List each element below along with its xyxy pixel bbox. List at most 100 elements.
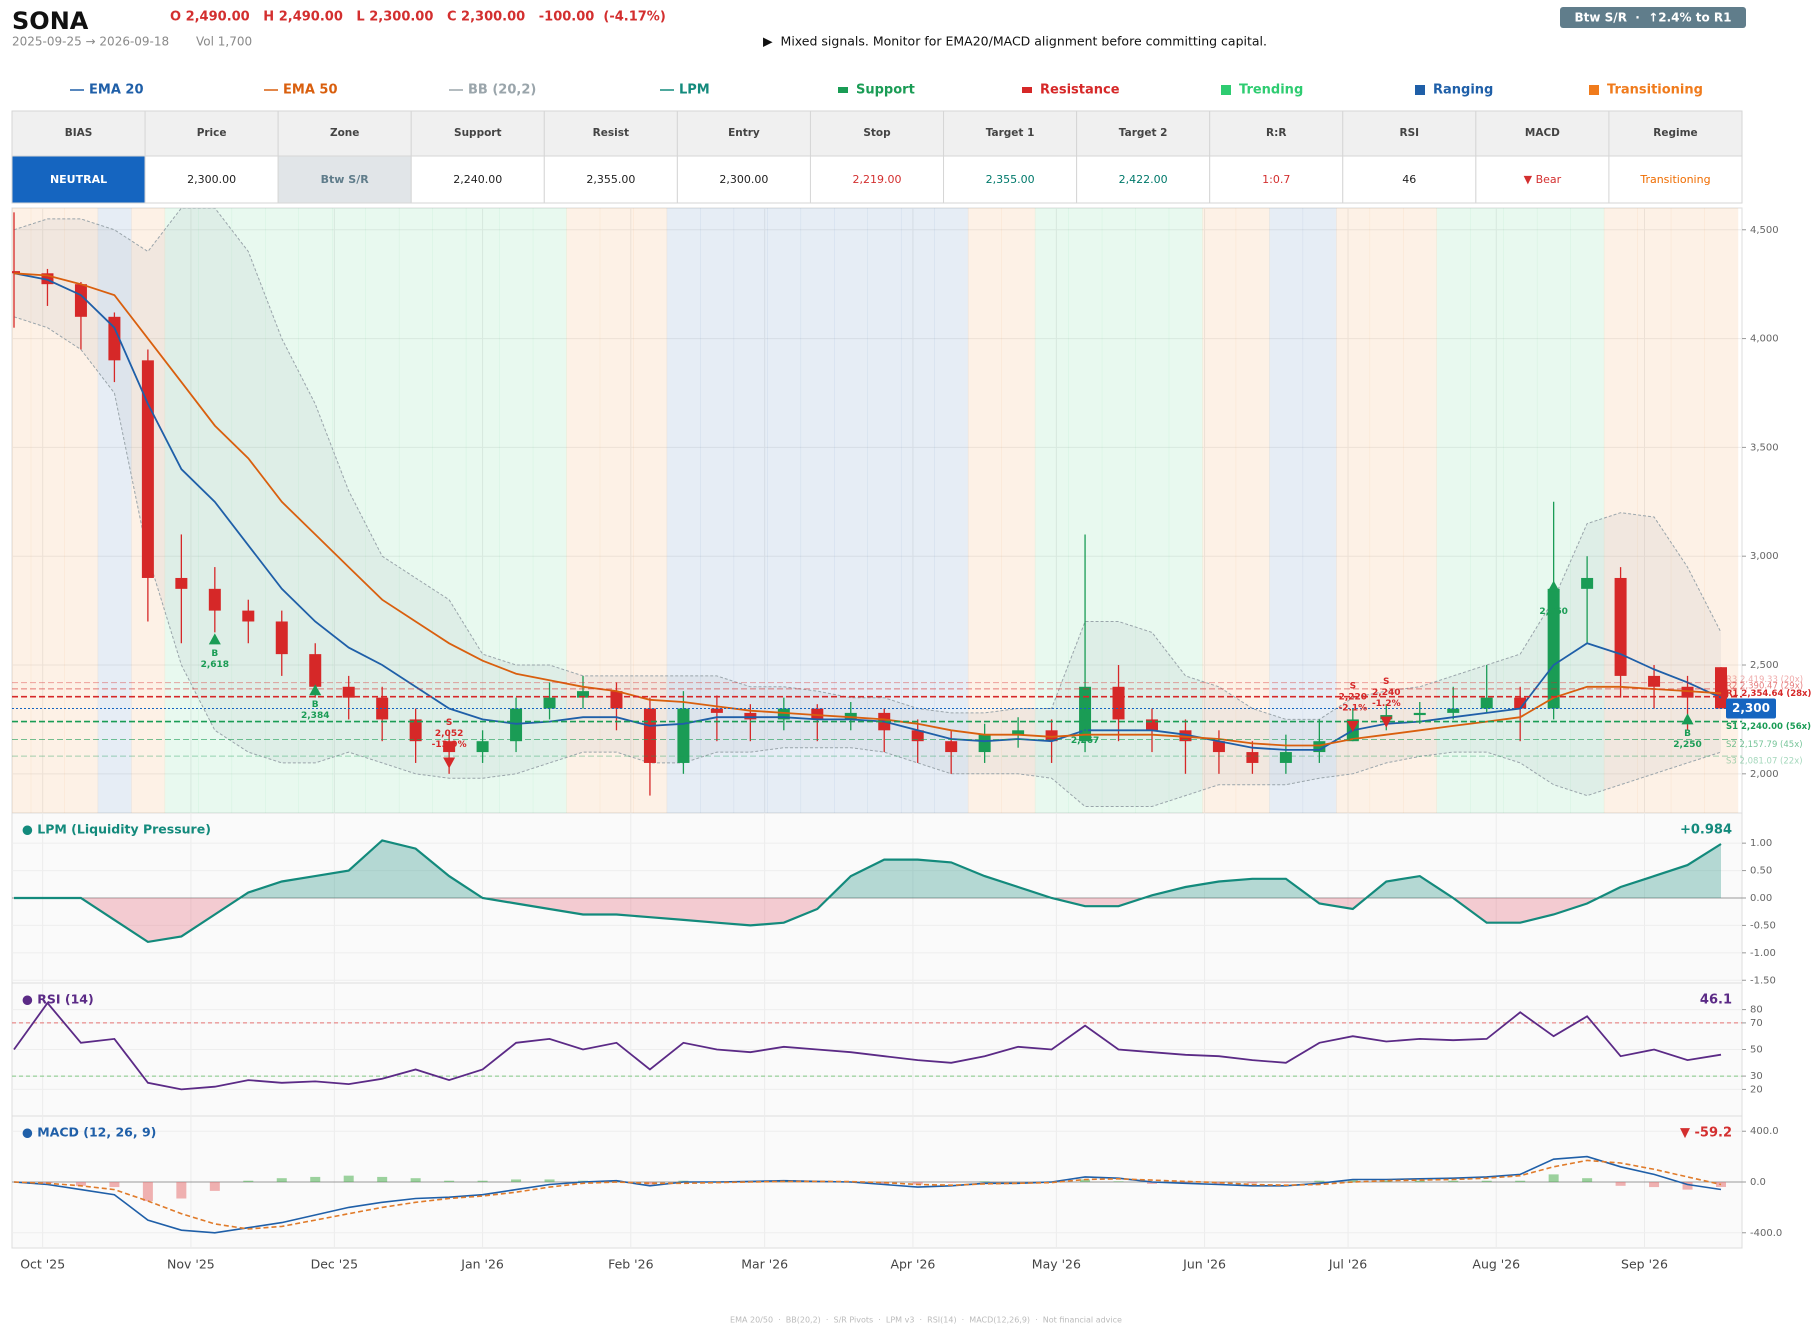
candle-body (443, 741, 456, 753)
signal-side: S (1350, 681, 1356, 691)
y-tick-label: -0.50 (1750, 920, 1776, 931)
legend-label: EMA 50 (283, 83, 338, 98)
regime-band (934, 208, 969, 813)
table-cell (543, 155, 678, 204)
candle-body (1413, 712, 1426, 716)
y-tick-label: 0.0 (1750, 1177, 1766, 1188)
macd-histogram-bar (1515, 1180, 1526, 1182)
macd-histogram-bar (343, 1175, 354, 1182)
table-header: Target 2 (1119, 127, 1168, 139)
signal-price: 2,384 (301, 711, 329, 721)
macd-histogram-bar (644, 1182, 655, 1185)
signal-change: -2.1% (1338, 703, 1367, 713)
y-tick-label: 4,500 (1750, 225, 1779, 236)
candle-body (643, 708, 656, 763)
table-cell (1342, 155, 1477, 204)
signal-marker (1346, 720, 1359, 732)
legend-label: Support (856, 83, 915, 98)
table-value: ▼ Bear (1524, 173, 1562, 186)
candle-body (1012, 730, 1025, 735)
signal-marker (1079, 709, 1092, 721)
x-tick-label: Sep '26 (1621, 1257, 1668, 1272)
signal-price: 2,267 (1071, 736, 1099, 746)
bb-lower (13, 316, 1722, 807)
macd-histogram-bar (1414, 1180, 1425, 1182)
candle-body (1514, 697, 1527, 709)
legend-swatch (1415, 85, 1425, 95)
macd-histogram-bar (1682, 1182, 1693, 1190)
x-tick-label: Jul '26 (1328, 1257, 1367, 1272)
signal-side: S (446, 718, 452, 728)
signal-side: B (1082, 725, 1089, 735)
y-tick-label: 0.00 (1750, 893, 1772, 904)
macd-histogram-bar (1582, 1178, 1593, 1182)
regime-band (12, 208, 32, 813)
table-value: Transitioning (1639, 173, 1710, 186)
regime-band (1001, 208, 1036, 813)
macd-histogram-bar (1381, 1180, 1392, 1182)
table-cell (1475, 155, 1610, 204)
table-header-cell (410, 110, 545, 157)
legend-label: Transitioning (1607, 83, 1703, 98)
y-tick-label: 80 (1750, 1005, 1763, 1016)
y-tick-label: 4,000 (1750, 334, 1779, 345)
table-header-cell (1608, 110, 1743, 157)
regime-band (1202, 208, 1237, 813)
macd-histogram-bar (1615, 1182, 1626, 1186)
table-header: RSI (1400, 127, 1420, 139)
candle-body (911, 730, 924, 742)
signal-marker (309, 684, 322, 696)
candle-body (141, 360, 154, 578)
panel-layer (13, 1001, 1722, 1091)
macd-histogram-bar (176, 1182, 187, 1199)
signal-change: -1.2% (1372, 699, 1401, 709)
panel-current: +0.984 (1680, 823, 1732, 838)
candle-body (342, 686, 355, 698)
legend-label: EMA 20 (89, 83, 144, 98)
table-value: 46 (1402, 173, 1416, 186)
table-value: 2,300.00 (719, 173, 768, 186)
table-header-cell (676, 110, 811, 157)
resistance-label: R2 2,390.47 (29x) (1726, 681, 1803, 691)
panel-title: ● RSI (14) (22, 992, 94, 1007)
table-cell (676, 155, 811, 204)
y-tick-label: 2,000 (1750, 769, 1779, 780)
lpm-area-negative (14, 898, 1721, 942)
candle-body (543, 697, 556, 709)
y-tick-label: 2,500 (1750, 660, 1779, 671)
macd-histogram-bar (1347, 1179, 1358, 1182)
support-label: S1 2,240.00 (56x) (1726, 722, 1811, 732)
macd-histogram-bar (1314, 1180, 1325, 1182)
candle-body (1480, 697, 1493, 709)
table-header: R:R (1266, 127, 1286, 139)
regime-band (566, 208, 601, 813)
x-tick-label: Jun '26 (1182, 1257, 1226, 1272)
table-cell (410, 155, 545, 204)
y-tick-label: 400.0 (1750, 1126, 1779, 1137)
table-cell (11, 155, 146, 204)
candle-body (309, 654, 322, 687)
table-header-cell (277, 110, 412, 157)
rsi-line (13, 1001, 1722, 1091)
table-value: NEUTRAL (50, 173, 107, 186)
zone-badge-bg (1560, 7, 1746, 28)
y-tick-label: 50 (1750, 1045, 1763, 1056)
volume: Vol 1,700 (196, 35, 252, 49)
table-value: 1:0.7 (1262, 173, 1290, 186)
table-value: 2,219.00 (853, 173, 902, 186)
y-tick-label: 3,500 (1750, 442, 1779, 453)
candle-body (242, 610, 255, 622)
candle-body (1648, 675, 1661, 687)
candle-body (1146, 719, 1158, 731)
regime-band (265, 208, 299, 813)
panel-current: ▼ -59.2 (1680, 1126, 1732, 1141)
table-header: Resist (593, 127, 629, 139)
regime-band (198, 208, 233, 813)
macd-histogram-bar (1649, 1182, 1660, 1188)
macd-histogram-bar (276, 1178, 287, 1182)
lpm-area-positive (14, 840, 1721, 898)
panel-title: ● MACD (12, 26, 9) (22, 1125, 156, 1140)
legend-label: LPM (679, 83, 710, 98)
table-header-cell (543, 110, 678, 157)
support-label: S3 2,081.07 (22x) (1726, 757, 1803, 767)
